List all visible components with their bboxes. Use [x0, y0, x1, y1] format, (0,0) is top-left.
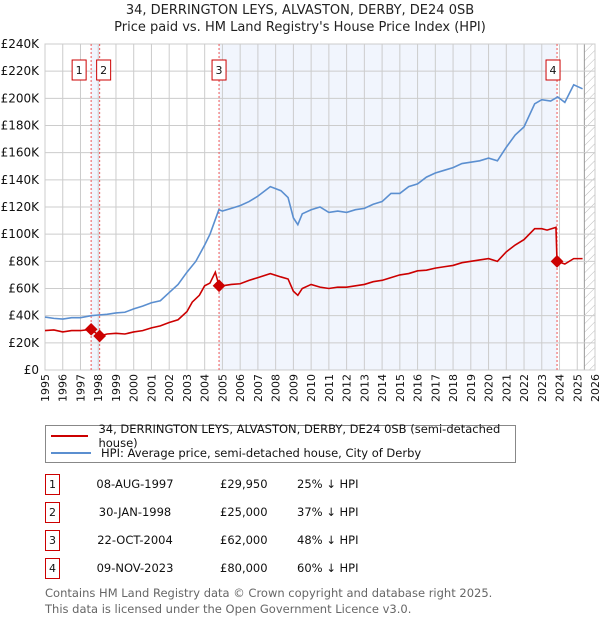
- x-tick-label: 1998: [92, 374, 105, 402]
- hpi-comparison: 37% ↓ HPI: [297, 505, 359, 519]
- sale-date: 22-OCT-2004: [97, 533, 173, 547]
- x-tick-label: 2015: [394, 374, 407, 402]
- sale-number-badge: 2: [45, 502, 60, 523]
- x-tick-label: 1996: [57, 374, 70, 402]
- sale-label-box: [96, 59, 112, 81]
- x-tick-label: 2005: [216, 374, 229, 402]
- hpi-comparison: 60% ↓ HPI: [297, 561, 359, 575]
- sale-number-badge: 1: [45, 474, 60, 495]
- legend-label: 34, DERRINGTON LEYS, ALVASTON, DERBY, DE…: [98, 422, 501, 450]
- sale-price: £25,000: [220, 505, 268, 519]
- legend: 34, DERRINGTON LEYS, ALVASTON, DERBY, DE…: [45, 422, 516, 463]
- x-tick-label: 2024: [554, 374, 567, 402]
- footer-copyright: Contains HM Land Registry data © Crown c…: [45, 586, 493, 600]
- sale-label-box: [545, 59, 561, 81]
- chart-area: 1995 1996 1997 1998 1999 2000 2001 2002 2003 2004…: [1, 37, 600, 402]
- x-tick-label: 2018: [447, 374, 460, 402]
- chart-title: 34, DERRINGTON LEYS, ALVASTON, DERBY, DE…: [125, 3, 475, 18]
- y-tick-label: £140K: [1, 173, 41, 187]
- x-tick-label: 2000: [128, 374, 141, 402]
- x-tick-label: 2023: [536, 374, 549, 402]
- x-tick-label: 1999: [110, 374, 123, 402]
- x-tick-label: 2012: [341, 374, 354, 402]
- legend-item-property: 34, DERRINGTON LEYS, ALVASTON, DERBY, DE…: [51, 422, 515, 450]
- sale-price: £80,000: [220, 561, 268, 575]
- sale-point-marker: [212, 279, 226, 293]
- sale-point-marker: [93, 329, 107, 343]
- sale-date: 08-AUG-1997: [96, 477, 174, 491]
- x-tick-label: 2010: [305, 374, 318, 402]
- y-tick-label: £20K: [8, 336, 40, 350]
- x-tick-label: 2022: [518, 374, 531, 402]
- x-tick-label: 2021: [500, 374, 513, 402]
- x-tick-label: 2014: [376, 374, 389, 402]
- sale-label-box: [211, 59, 227, 81]
- x-tick-label: 2009: [287, 374, 300, 402]
- y-tick-label: £180K: [1, 119, 41, 133]
- x-tick-label: 1995: [39, 374, 52, 402]
- plot-border: [44, 43, 596, 371]
- y-tick-label: £220K: [1, 64, 41, 78]
- y-tick-label: £200K: [1, 91, 41, 105]
- hpi-comparison: 48% ↓ HPI: [297, 533, 359, 547]
- x-tick-label: 2011: [323, 374, 336, 402]
- x-tick-label: 2026: [589, 374, 600, 402]
- hpi-line: [44, 83, 583, 320]
- x-tick-label: 2001: [145, 374, 158, 402]
- y-tick-label: £0: [24, 363, 39, 377]
- sale-label: 2: [100, 64, 107, 77]
- x-tick-label: 2004: [199, 374, 212, 402]
- y-tick-label: £60K: [8, 282, 40, 296]
- sale-point-marker: [84, 322, 98, 336]
- y-tick-label: £240K: [1, 37, 41, 51]
- property-price-line: [44, 226, 583, 337]
- sale-label: 4: [550, 64, 557, 77]
- sale-number-badge: 4: [45, 558, 60, 579]
- x-tick-label: 2003: [181, 374, 194, 402]
- sale-price: £29,950: [220, 477, 268, 491]
- footer-licence: This data is licensed under the Open Gov…: [45, 602, 412, 616]
- x-tick-label: 2008: [270, 374, 283, 402]
- sale-label: 3: [216, 64, 223, 77]
- legend-swatch-red: [51, 435, 89, 437]
- legend-label: HPI: Average price, semi-detached house,…: [101, 446, 422, 460]
- x-tick-label: 2020: [483, 374, 496, 402]
- sale-label-box: [71, 59, 87, 81]
- y-tick-label: £160K: [1, 146, 41, 160]
- sale-date: 09-NOV-2023: [96, 561, 174, 575]
- chart-subtitle: Price paid vs. HM Land Registry's House …: [114, 20, 486, 35]
- x-tick-label: 2006: [234, 374, 247, 402]
- x-tick-label: 2019: [465, 374, 478, 402]
- sale-label: 1: [76, 64, 83, 77]
- x-tick-label: 2016: [412, 374, 425, 402]
- x-tick-label: 2007: [252, 374, 265, 402]
- y-tick-label: £40K: [8, 309, 40, 323]
- y-tick-label: £80K: [8, 254, 40, 268]
- legend-swatch-blue: [51, 452, 91, 454]
- x-tick-label: 2025: [571, 374, 584, 402]
- sale-date: 30-JAN-1998: [98, 505, 172, 519]
- legend-item-hpi: HPI: Average price, semi-detached house,…: [51, 445, 421, 461]
- x-tick-label: 2013: [358, 374, 371, 402]
- x-tick-label: 1997: [74, 374, 87, 402]
- y-tick-label: £120K: [1, 200, 41, 214]
- x-tick-label: 2002: [163, 374, 176, 402]
- x-tick-label: 2017: [429, 374, 442, 402]
- hpi-comparison: 25% ↓ HPI: [297, 477, 359, 491]
- sale-number-badge: 3: [45, 530, 60, 551]
- y-tick-label: £100K: [1, 227, 41, 241]
- sale-price: £62,000: [220, 533, 268, 547]
